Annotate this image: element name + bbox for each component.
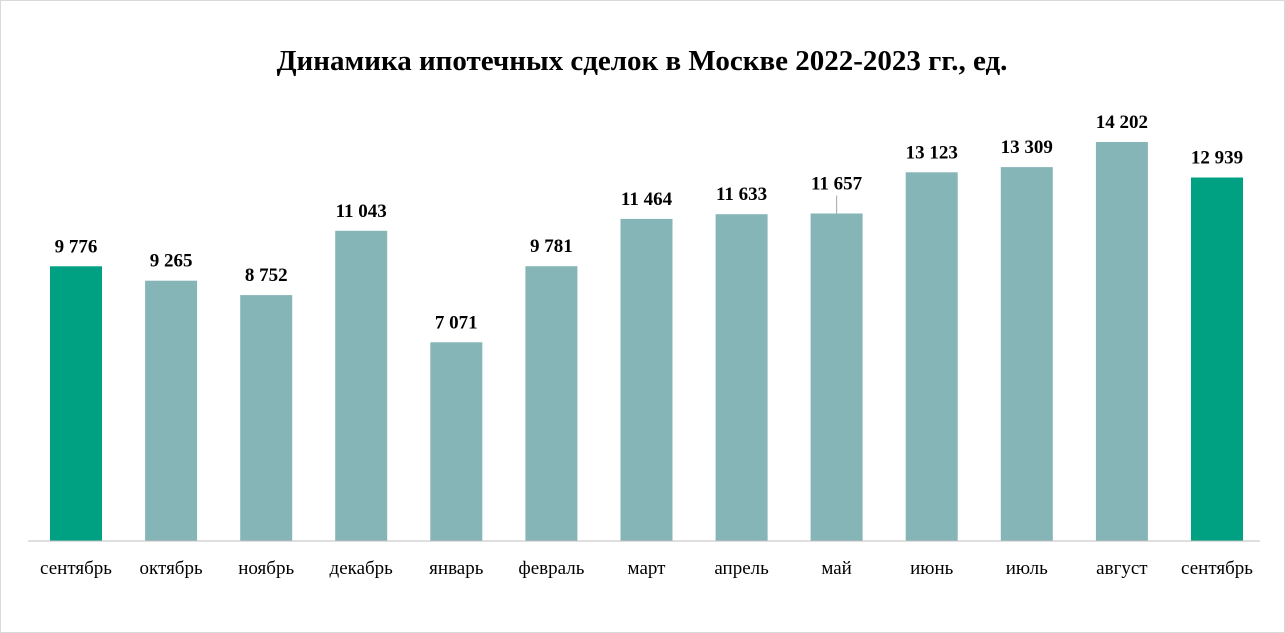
bar-2 xyxy=(240,295,293,541)
category-label-4: январь xyxy=(429,558,484,579)
bar-10 xyxy=(1000,167,1053,541)
bar-5 xyxy=(525,266,578,541)
bar-4 xyxy=(430,342,483,541)
value-label-3: 11 043 xyxy=(336,201,387,222)
category-label-1: октябрь xyxy=(140,558,203,579)
value-label-5: 9 781 xyxy=(530,236,573,257)
value-label-4: 7 071 xyxy=(435,312,478,333)
category-label-5: февраль xyxy=(518,558,584,579)
category-label-7: апрель xyxy=(714,558,769,579)
value-label-7: 11 633 xyxy=(716,184,767,205)
bar-7 xyxy=(715,214,768,541)
bars-group xyxy=(50,142,1243,542)
value-label-6: 11 464 xyxy=(621,189,673,210)
category-label-9: июнь xyxy=(910,558,954,579)
bar-12 xyxy=(1191,177,1243,541)
category-label-11: август xyxy=(1096,558,1148,579)
category-label-12: сентябрь xyxy=(1181,558,1253,579)
category-label-2: ноябрь xyxy=(238,558,294,579)
bar-11 xyxy=(1095,142,1148,541)
category-label-3: декабрь xyxy=(330,558,394,579)
value-label-2: 8 752 xyxy=(245,265,288,286)
bar-3 xyxy=(335,230,388,542)
value-labels-group: 9 776 9 265 8 752 11 043 7 071 9 781 11 464 11 … xyxy=(55,112,1244,333)
bar-1 xyxy=(145,280,198,541)
chart-title: Динамика ипотечных сделок в Москве 2022-… xyxy=(277,45,1008,77)
value-label-8: 11 657 xyxy=(811,174,863,195)
category-label-0: сентябрь xyxy=(40,558,112,579)
value-label-11: 14 202 xyxy=(1096,112,1148,133)
bar-0 xyxy=(50,266,102,541)
value-label-0: 9 776 xyxy=(55,236,98,257)
category-labels-group: сентябрь октябрь ноябрь декабрь январь феврал… xyxy=(40,558,1253,579)
value-label-1: 9 265 xyxy=(150,251,193,272)
bar-9 xyxy=(905,172,958,542)
value-label-12: 12 939 xyxy=(1191,148,1243,169)
value-label-10: 13 309 xyxy=(1001,137,1053,158)
bar-8 xyxy=(810,213,863,541)
value-label-9: 13 123 xyxy=(906,142,958,163)
bar-6 xyxy=(620,218,673,541)
category-label-10: июль xyxy=(1006,558,1048,579)
category-label-6: март xyxy=(628,558,667,579)
category-label-8: май xyxy=(821,558,852,579)
